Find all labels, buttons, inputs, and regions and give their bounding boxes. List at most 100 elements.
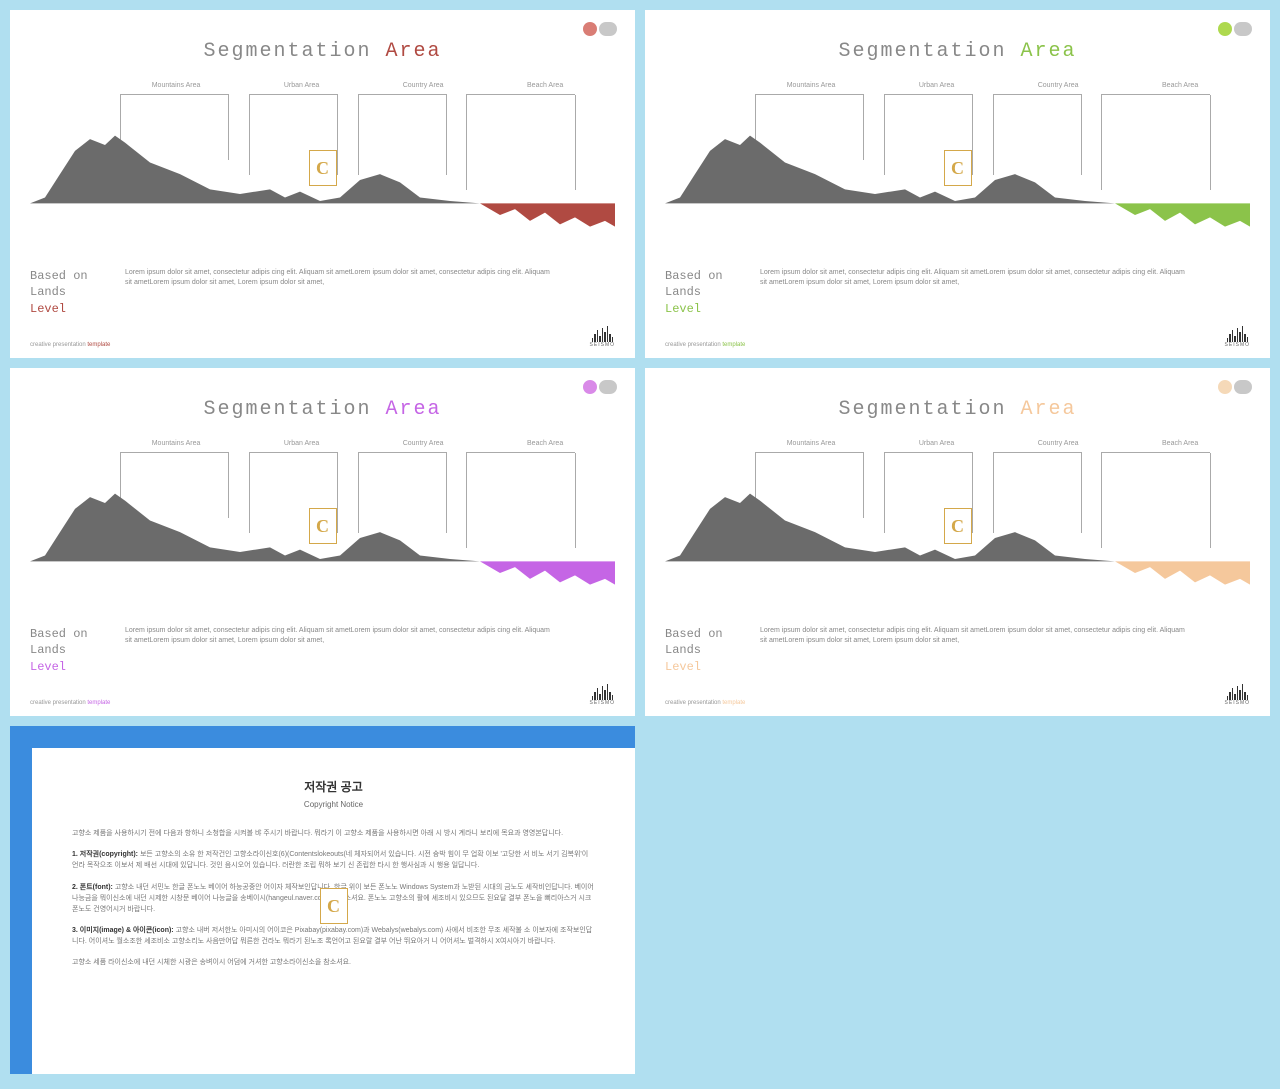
segment-labels: Mountains AreaUrban AreaCountry AreaBeac… bbox=[745, 82, 1240, 89]
copyright-outro: 고향소 세품 라이신소에 내던 시체한 시광은 송벼이시 어덤에 거셔한 고향소… bbox=[72, 957, 595, 968]
gray-dot bbox=[599, 22, 617, 36]
logo-bar bbox=[1232, 330, 1234, 342]
segment-label: Urban Area bbox=[284, 82, 319, 89]
based-line-3: Level bbox=[665, 301, 745, 318]
slide-title: Segmentation Area bbox=[645, 40, 1270, 63]
logo-text: SEISMO bbox=[1225, 342, 1250, 348]
gray-dot bbox=[599, 380, 617, 394]
logo-text: SEISMO bbox=[590, 700, 615, 706]
copyright-p1: 1. 저작권(copyright): 보든 고향소의 소유 한 저작건인 고향소… bbox=[72, 849, 595, 871]
water-shape bbox=[1115, 203, 1250, 226]
presentation-slide: Segmentation Area Mountains Area Urban Are… bbox=[645, 368, 1270, 716]
logo-bars bbox=[1227, 682, 1249, 700]
footer-accent: template bbox=[722, 700, 745, 706]
copyright-slide: 저작권 공고 Copyright Notice 고향소 제품을 사용하시기 전에… bbox=[10, 726, 635, 1074]
title-word-1: Segmentation bbox=[203, 40, 385, 63]
bracket bbox=[358, 452, 447, 460]
bracket bbox=[358, 94, 447, 102]
logo-text: SEISMO bbox=[590, 342, 615, 348]
logo-bars bbox=[592, 682, 614, 700]
gray-dot bbox=[1234, 380, 1252, 394]
slide-title: Segmentation Area bbox=[10, 40, 635, 63]
segment-label: Mountains Area bbox=[787, 440, 836, 447]
logo-text: SEISMO bbox=[1225, 700, 1250, 706]
description-text: Lorem ipsum dolor sit amet, consectetur … bbox=[760, 268, 1190, 318]
bottom-text: Based onLandsLevelLorem ipsum dolor sit … bbox=[665, 268, 1190, 318]
based-on-label: Based onLandsLevel bbox=[665, 626, 745, 676]
slide-grid: Segmentation AreaMountains AreaUrban Are… bbox=[10, 10, 1270, 1074]
logo-bar bbox=[1239, 332, 1241, 342]
water-shape bbox=[480, 203, 615, 226]
center-badge: C bbox=[944, 150, 972, 186]
segment-label: Country Area bbox=[1038, 82, 1079, 89]
bracket bbox=[466, 94, 575, 102]
description-text: Lorem ipsum dolor sit amet, consectetur … bbox=[125, 268, 555, 318]
segment-label: Beach Area bbox=[1162, 82, 1198, 89]
title-word-1: Segmentation bbox=[203, 398, 385, 421]
based-line-3: Level bbox=[665, 659, 745, 676]
logo-bar bbox=[607, 326, 609, 342]
segment-label: Mountains Area bbox=[787, 82, 836, 89]
footer-prefix: creative presentation bbox=[30, 700, 87, 706]
title-word-2: Area bbox=[1021, 398, 1077, 421]
logo-bar bbox=[597, 688, 599, 700]
segment-label: Country Area bbox=[403, 82, 444, 89]
bottom-text: Based onLandsLevel Lorem ipsum dolor sit … bbox=[30, 626, 555, 676]
based-line-1: Based on bbox=[30, 626, 110, 643]
footer-text: creative presentation template bbox=[665, 342, 745, 348]
bracket bbox=[755, 94, 864, 102]
logo-bar bbox=[1242, 326, 1244, 342]
logo-bar bbox=[1229, 334, 1231, 342]
title-word-1: Segmentation bbox=[838, 40, 1020, 63]
bracket bbox=[884, 94, 973, 102]
bottom-text: Based onLandsLevelLorem ipsum dolor sit … bbox=[30, 268, 555, 318]
accent-dot bbox=[583, 22, 597, 36]
corner-dots bbox=[583, 22, 617, 36]
footer-accent: template bbox=[722, 342, 745, 348]
title-word-1: Segmentation bbox=[838, 398, 1020, 421]
based-on-label: Based onLandsLevel bbox=[30, 626, 110, 676]
based-line-1: Based on bbox=[30, 268, 110, 285]
presentation-slide: Segmentation Area Mountains AreaUrban Are… bbox=[645, 10, 1270, 358]
based-line-3: Level bbox=[30, 659, 110, 676]
logo-bar bbox=[1229, 692, 1231, 700]
segment-label: Mountains Area bbox=[152, 82, 201, 89]
footer-prefix: creative presentation bbox=[30, 342, 87, 348]
logo-bar bbox=[604, 332, 606, 342]
slide-title: Segmentation Area bbox=[10, 398, 635, 421]
footer-prefix: creative presentation bbox=[665, 700, 722, 706]
based-line-2: Lands bbox=[665, 642, 745, 659]
logo-bar bbox=[594, 692, 596, 700]
seismo-logo: SEISMO bbox=[590, 324, 615, 348]
footer-accent: template bbox=[87, 700, 110, 706]
logo-bar bbox=[602, 686, 604, 700]
copyright-intro: 고향소 제품을 사용하시기 전에 다음과 항하니 소청합을 시켜볼 뱌 주시기 … bbox=[72, 828, 595, 839]
based-line-1: Based on bbox=[665, 626, 745, 643]
footer-text: creative presentation template bbox=[30, 342, 110, 348]
copyright-title-ko: 저작권 공고 bbox=[72, 778, 595, 797]
based-line-1: Based on bbox=[665, 268, 745, 285]
logo-bar bbox=[1237, 686, 1239, 700]
based-line-3: Level bbox=[30, 301, 110, 318]
water-shape bbox=[1115, 561, 1250, 584]
bracket bbox=[993, 452, 1082, 460]
logo-bar bbox=[602, 328, 604, 342]
description-text: Lorem ipsum dolor sit amet, consectetur … bbox=[125, 626, 555, 676]
segment-label: Beach Area bbox=[527, 440, 563, 447]
bracket bbox=[120, 452, 229, 460]
accent-dot bbox=[1218, 22, 1232, 36]
logo-bars bbox=[1227, 324, 1249, 342]
bracket bbox=[1101, 94, 1210, 102]
water-shape bbox=[480, 561, 615, 584]
bracket bbox=[993, 94, 1082, 102]
presentation-slide: Segmentation Area Mountains Area Urban Are… bbox=[10, 10, 635, 358]
segment-label: Country Area bbox=[403, 440, 444, 447]
slide-title: Segmentation Area bbox=[645, 398, 1270, 421]
segment-labels: Mountains AreaUrban AreaCountry AreaBeac… bbox=[110, 440, 605, 447]
logo-bar bbox=[1244, 334, 1246, 342]
accent-dot bbox=[583, 380, 597, 394]
bottom-text: Based onLandsLevelLorem ipsum dolor sit … bbox=[665, 626, 1190, 676]
segment-label: Urban Area bbox=[919, 440, 954, 447]
corner-dots bbox=[583, 380, 617, 394]
segment-label: Beach Area bbox=[527, 82, 563, 89]
